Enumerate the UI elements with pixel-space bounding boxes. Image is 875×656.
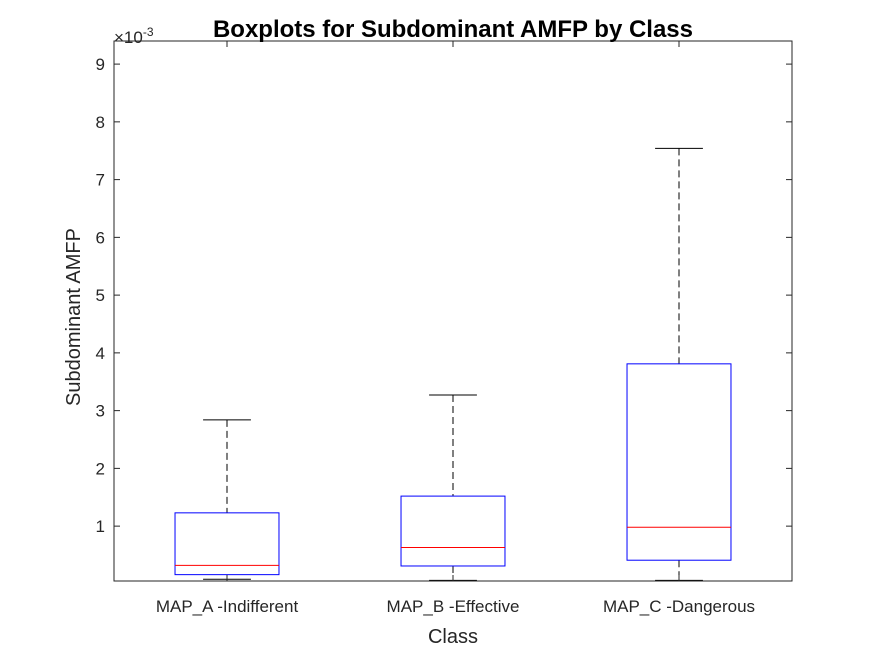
box-iqr	[626, 363, 732, 561]
x-axis-label: Class	[428, 626, 478, 648]
y-axis-label: Subdominant AMFP	[63, 228, 85, 406]
chart-title: Boxplots for Subdominant AMFP by Class	[213, 16, 693, 43]
y-tick-label: 2	[96, 459, 105, 478]
plot-area-frame	[113, 40, 793, 582]
x-tick-label: MAP_B -Effective	[387, 597, 520, 616]
x-tick-label: MAP_C -Dangerous	[603, 597, 755, 616]
y-tick-label: 3	[96, 402, 105, 421]
x-tick-label: MAP_A -Indifferent	[156, 597, 299, 616]
box-group	[174, 419, 280, 580]
box-iqr	[400, 495, 506, 567]
y-tick-label: 4	[96, 344, 105, 363]
y-axis-exponent: ×10-3	[114, 25, 154, 47]
y-tick-label: 1	[96, 517, 105, 536]
y-tick-label: 8	[96, 113, 105, 132]
y-tick-label: 5	[96, 286, 105, 305]
box-group	[626, 147, 732, 581]
y-tick-label: 9	[96, 55, 105, 74]
y-tick-label: 7	[96, 171, 105, 190]
y-axis-exponent-power: -3	[143, 25, 154, 39]
box-group	[400, 394, 506, 581]
y-axis-exponent-base: ×10	[114, 28, 143, 47]
y-tick-label: 6	[96, 228, 105, 247]
plot-layer	[174, 147, 732, 581]
axis-ticks: 1 2 3 4 5 6 7 8 9 MAP_A -Indifferent MAP_B -Effect…	[96, 41, 792, 616]
box-iqr	[174, 512, 280, 576]
